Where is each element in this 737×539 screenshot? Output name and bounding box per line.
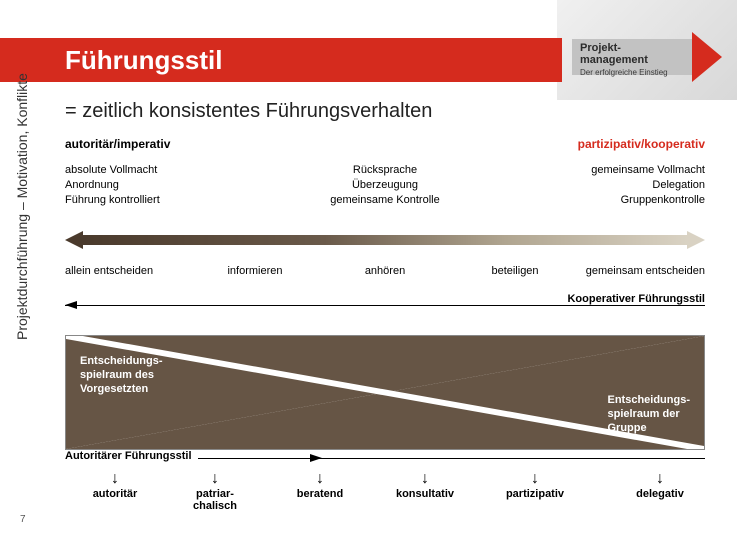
- col-mid: Rücksprache Überzeugung gemeinsame Kontr…: [295, 163, 475, 208]
- bottom-category-2: ↓ beratend: [270, 472, 370, 500]
- axis-label-right: partizipativ/kooperativ: [578, 137, 705, 151]
- down-arrow-icon: ↓: [65, 472, 165, 486]
- wedge-left-3: Vorgesetzten: [80, 383, 148, 395]
- arrow-right-icon: [687, 231, 705, 249]
- arrow-left-icon: [65, 231, 83, 249]
- spectrum-arrow: [65, 231, 705, 249]
- wedge-right-3: Gruppe: [607, 422, 646, 434]
- col-mid-1: Rücksprache: [295, 163, 475, 178]
- down-arrow-icon: ↓: [610, 472, 710, 486]
- bottom-category-label: konsultativ: [375, 488, 475, 500]
- bottom-category-3: ↓ konsultativ: [375, 472, 475, 500]
- down-arrow-icon: ↓: [165, 472, 265, 486]
- koop-arrow-line: [65, 305, 705, 306]
- col-left-1: absolute Vollmacht: [65, 163, 245, 178]
- wedge-diagram: Entscheidungs- spielraum des Vorgesetzte…: [65, 335, 705, 450]
- axis-label-left: autoritär/imperativ: [65, 137, 170, 151]
- col-left-3: Führung kontrolliert: [65, 193, 245, 208]
- koop-label: Kooperativer Führungsstil: [561, 293, 705, 305]
- down-arrow-icon: ↓: [375, 472, 475, 486]
- bottom-category-label: autoritär: [65, 488, 165, 500]
- book-title-line2: management: [580, 54, 648, 66]
- wedge-right-1: Entscheidungs-: [607, 394, 690, 406]
- row5-4: beteiligen: [455, 265, 575, 277]
- bottom-category-label: patriar-chalisch: [165, 488, 265, 512]
- book-title-line1: Projekt-: [580, 42, 621, 54]
- down-arrow-icon: ↓: [270, 472, 370, 486]
- page-number: 7: [20, 514, 26, 525]
- title-bar: Führungsstil: [0, 38, 562, 82]
- wedge-left-1: Entscheidungs-: [80, 355, 163, 367]
- koop-arrow-head-icon: [65, 301, 77, 309]
- slide-header: Projekt- management Der erfolgreiche Ein…: [0, 0, 737, 100]
- wedge-right-2: spielraum der: [607, 408, 679, 420]
- auth-arrow-head-icon: [310, 454, 322, 462]
- col-mid-3: gemeinsame Kontrolle: [295, 193, 475, 208]
- auth-label: Autoritärer Führungsstil: [65, 450, 198, 462]
- arrow-body: [83, 235, 687, 245]
- bottom-category-label: beratend: [270, 488, 370, 500]
- wedge-label-right: Entscheidungs- spielraum der Gruppe: [607, 393, 690, 435]
- col-mid-2: Überzeugung: [295, 178, 475, 193]
- row5-5: gemeinsam entscheiden: [585, 265, 705, 277]
- col-right-2: Delegation: [525, 178, 705, 193]
- wedge-left-2: spielraum des: [80, 369, 154, 381]
- col-right-3: Gruppenkontrolle: [525, 193, 705, 208]
- bottom-categories-row: ↓autoritär↓patriar-chalisch↓beratend↓kon…: [65, 472, 705, 522]
- row5-1: allein entscheiden: [65, 265, 185, 277]
- row5-2: informieren: [195, 265, 315, 277]
- col-left: absolute Vollmacht Anordnung Führung kon…: [65, 163, 245, 208]
- wedge-label-left: Entscheidungs- spielraum des Vorgesetzte…: [80, 354, 163, 396]
- bottom-category-5: ↓ delegativ: [610, 472, 710, 500]
- book-subtitle: Der erfolgreiche Einstieg: [580, 68, 668, 77]
- section-label-vertical: Projektdurchführung – Motivation, Konfli…: [14, 20, 30, 340]
- col-right: gemeinsame Vollmacht Delegation Gruppenk…: [525, 163, 705, 208]
- bottom-category-4: ↓ partizipativ: [485, 472, 585, 500]
- book-title-body: Projekt- management Der erfolgreiche Ein…: [572, 39, 692, 75]
- arrow-tip-icon: [692, 32, 722, 82]
- slide-subtitle: = zeitlich konsistentes Führungsverhalte…: [65, 100, 432, 123]
- bottom-category-0: ↓ autoritär: [65, 472, 165, 500]
- col-right-1: gemeinsame Vollmacht: [525, 163, 705, 178]
- bottom-category-1: ↓ patriar-chalisch: [165, 472, 265, 512]
- col-left-2: Anordnung: [65, 178, 245, 193]
- row5-3: anhören: [325, 265, 445, 277]
- down-arrow-icon: ↓: [485, 472, 585, 486]
- top-diagram: autoritär/imperativ partizipativ/koopera…: [65, 135, 705, 335]
- bottom-category-label: partizipativ: [485, 488, 585, 500]
- slide-title: Führungsstil: [65, 45, 222, 76]
- bottom-category-label: delegativ: [610, 488, 710, 500]
- book-title-arrow: Projekt- management Der erfolgreiche Ein…: [572, 32, 727, 82]
